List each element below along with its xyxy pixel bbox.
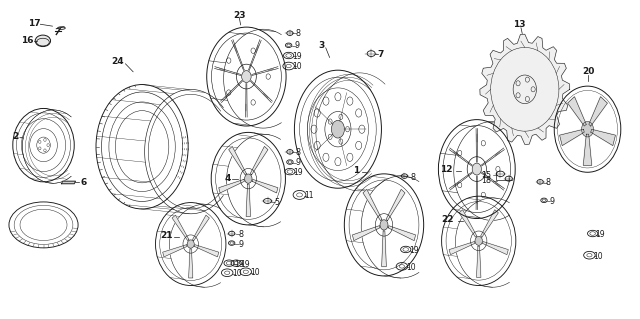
Text: 16: 16	[20, 36, 33, 45]
Text: 21: 21	[160, 231, 173, 240]
Polygon shape	[163, 245, 187, 257]
Text: 8: 8	[296, 29, 301, 38]
Text: 2: 2	[12, 132, 19, 141]
Ellipse shape	[187, 240, 195, 248]
Text: 7: 7	[377, 50, 383, 59]
Polygon shape	[189, 249, 193, 278]
Polygon shape	[193, 215, 209, 241]
Text: 8: 8	[546, 178, 551, 187]
Ellipse shape	[244, 174, 252, 183]
Text: 10: 10	[406, 263, 416, 272]
Polygon shape	[250, 146, 268, 175]
Text: 23: 23	[233, 11, 246, 20]
Text: 13: 13	[513, 20, 526, 29]
Ellipse shape	[582, 122, 593, 137]
Polygon shape	[219, 179, 244, 193]
Ellipse shape	[35, 35, 51, 47]
Text: 19: 19	[234, 260, 244, 269]
Text: 15: 15	[481, 171, 492, 180]
Text: 19: 19	[595, 230, 605, 239]
Ellipse shape	[475, 236, 483, 245]
Text: 24: 24	[111, 57, 124, 66]
Polygon shape	[583, 134, 592, 165]
Text: 10: 10	[250, 268, 260, 277]
Polygon shape	[172, 215, 189, 241]
Polygon shape	[353, 226, 380, 241]
Polygon shape	[61, 181, 76, 184]
Text: 19: 19	[240, 260, 250, 269]
Text: 1: 1	[353, 167, 360, 175]
Polygon shape	[459, 210, 477, 237]
Text: 8: 8	[410, 173, 415, 182]
Text: 10: 10	[593, 252, 603, 261]
Polygon shape	[591, 129, 616, 145]
Polygon shape	[381, 231, 387, 267]
Text: 10: 10	[232, 269, 242, 278]
Polygon shape	[483, 241, 508, 255]
Text: 12: 12	[440, 165, 453, 174]
Text: 19: 19	[293, 168, 303, 177]
Text: 9: 9	[550, 197, 555, 206]
Ellipse shape	[332, 120, 344, 138]
Polygon shape	[228, 146, 246, 175]
Text: 10: 10	[292, 62, 302, 71]
Polygon shape	[568, 97, 586, 126]
Polygon shape	[480, 34, 570, 145]
Text: 19: 19	[409, 246, 419, 255]
Text: 9: 9	[296, 158, 301, 167]
Text: 9: 9	[294, 41, 300, 50]
Polygon shape	[386, 189, 405, 221]
Polygon shape	[195, 245, 219, 257]
Polygon shape	[246, 184, 250, 217]
Text: 19: 19	[292, 52, 302, 61]
Text: 20: 20	[582, 67, 595, 76]
Text: 11: 11	[304, 191, 313, 200]
Text: 5: 5	[274, 198, 279, 207]
Ellipse shape	[380, 220, 388, 230]
Polygon shape	[559, 129, 584, 145]
Text: 6: 6	[80, 178, 86, 187]
Polygon shape	[449, 241, 475, 255]
Text: 8: 8	[238, 230, 243, 239]
Ellipse shape	[472, 163, 481, 175]
Text: 8: 8	[296, 148, 301, 157]
Polygon shape	[481, 210, 499, 237]
Polygon shape	[363, 189, 382, 221]
Text: 4: 4	[225, 174, 231, 183]
Polygon shape	[252, 179, 278, 193]
Text: 18: 18	[481, 176, 492, 185]
Text: 17: 17	[28, 19, 41, 28]
Polygon shape	[589, 97, 607, 126]
Text: 22: 22	[442, 215, 454, 224]
Text: 3: 3	[318, 41, 324, 50]
Ellipse shape	[242, 70, 251, 83]
Polygon shape	[388, 226, 415, 241]
Polygon shape	[477, 246, 481, 278]
Text: 9: 9	[238, 240, 243, 249]
